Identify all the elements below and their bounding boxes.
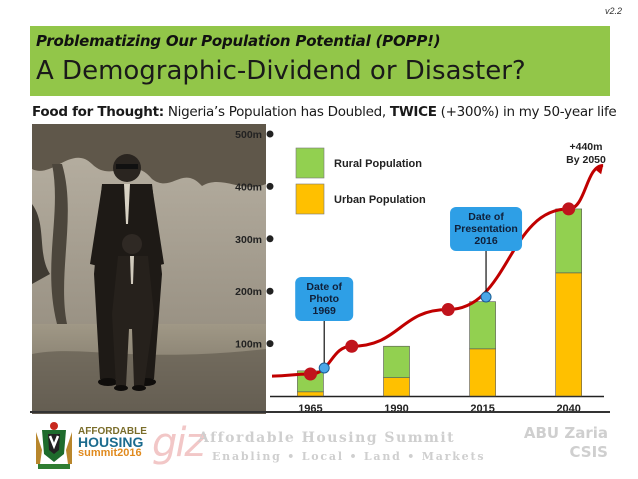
summit-title: Affordable Housing Summit: [198, 430, 456, 446]
chart-bars: [297, 208, 582, 397]
y-tick-label: 300m: [235, 234, 262, 246]
bar-urban: [383, 377, 410, 397]
x-tick-label: 1990: [384, 403, 408, 415]
y-tick-dot: [266, 287, 274, 295]
y-tick-dot: [266, 340, 274, 348]
y-tick-label: 500m: [235, 129, 262, 141]
x-tick-label: 1965: [298, 403, 322, 415]
slide-header: Problematizing Our Population Potential …: [30, 26, 610, 96]
photo-callout-text: 1969: [313, 305, 337, 317]
projection-label: By 2050: [566, 154, 606, 166]
legend-label: Urban Population: [334, 194, 426, 206]
chart-axes: 100m 200m 300m 400m 500m 1965 1990 2015 2040: [235, 129, 604, 415]
bar-urban: [297, 391, 324, 397]
food-label: Food for Thought:: [32, 104, 164, 120]
version-label: v2.2: [604, 6, 622, 16]
y-tick-dot: [266, 130, 274, 138]
coat-of-arms-icon: [36, 422, 72, 469]
legend-swatch: [295, 147, 325, 179]
trend-point: [562, 202, 576, 216]
y-tick-dot: [266, 182, 274, 190]
y-tick-label: 400m: [235, 181, 262, 193]
slide-subtitle: Problematizing Our Population Potential …: [36, 32, 441, 50]
photo-callout-text: Photo: [309, 293, 339, 305]
y-tick-label: 100m: [235, 339, 262, 351]
logo-line-1: AFFORDABLE: [78, 426, 147, 437]
food-text-before: Nigeria’s Population has Doubled,: [163, 104, 390, 120]
x-tick-label: 2015: [470, 403, 494, 415]
slide-title: A Demographic-Dividend or Disaster?: [36, 56, 526, 86]
legend-label: Rural Population: [334, 158, 422, 170]
abu-line-1: ABU Zaria: [523, 424, 608, 442]
bar-rural: [555, 208, 582, 274]
food-text-after: (+300%) in my 50-year life: [436, 104, 617, 120]
trend-arrowhead: [595, 165, 604, 175]
presentation-callout-text: Date of: [468, 211, 504, 223]
giz-logo: giz: [152, 420, 205, 466]
food-for-thought: Food for Thought: Nigeria’s Population h…: [32, 104, 617, 120]
vintage-photo: [32, 124, 266, 414]
photo-callout-text: Date of: [306, 281, 342, 293]
presentation-callout-text: Presentation: [454, 223, 518, 235]
food-emphasis: TWICE: [389, 104, 437, 120]
presentation-callout-text: 2016: [474, 235, 498, 247]
bar-urban: [555, 272, 582, 397]
photo-callout-dot: [318, 362, 330, 374]
projection-label: +440m: [570, 141, 603, 153]
logo-line-3: summit2016: [78, 447, 142, 459]
affordable-housing-logo: AFFORDABLE HOUSING summit2016: [78, 426, 147, 459]
abu-zaria-logo: ABU Zaria CSIS: [524, 424, 608, 462]
bar-rural: [469, 301, 496, 350]
x-tick-label: 2040: [556, 403, 580, 415]
chart-trend: [271, 163, 604, 381]
presentation-callout-dot: [480, 291, 492, 303]
photo-callout-box: [295, 277, 354, 321]
logo-line-2: HOUSING: [78, 434, 144, 450]
bar-urban: [469, 348, 496, 397]
presentation-callout-box: [450, 207, 523, 251]
bar-rural: [383, 345, 410, 378]
population-chart: 100m 200m 300m 400m 500m 1965 1990 2015 2040 Rur…: [235, 129, 606, 415]
trend-point: [303, 367, 317, 381]
chart-legend: Rural Population Urban Population: [295, 147, 426, 215]
footer-divider: [30, 411, 610, 413]
trend-point: [441, 303, 455, 317]
trend-point: [345, 339, 359, 353]
y-tick-dot: [266, 235, 274, 243]
abu-line-2: CSIS: [569, 443, 608, 461]
legend-swatch: [295, 183, 325, 215]
y-tick-label: 200m: [235, 286, 262, 298]
summit-subtitle: Enabling • Local • Land • Markets: [212, 450, 486, 463]
